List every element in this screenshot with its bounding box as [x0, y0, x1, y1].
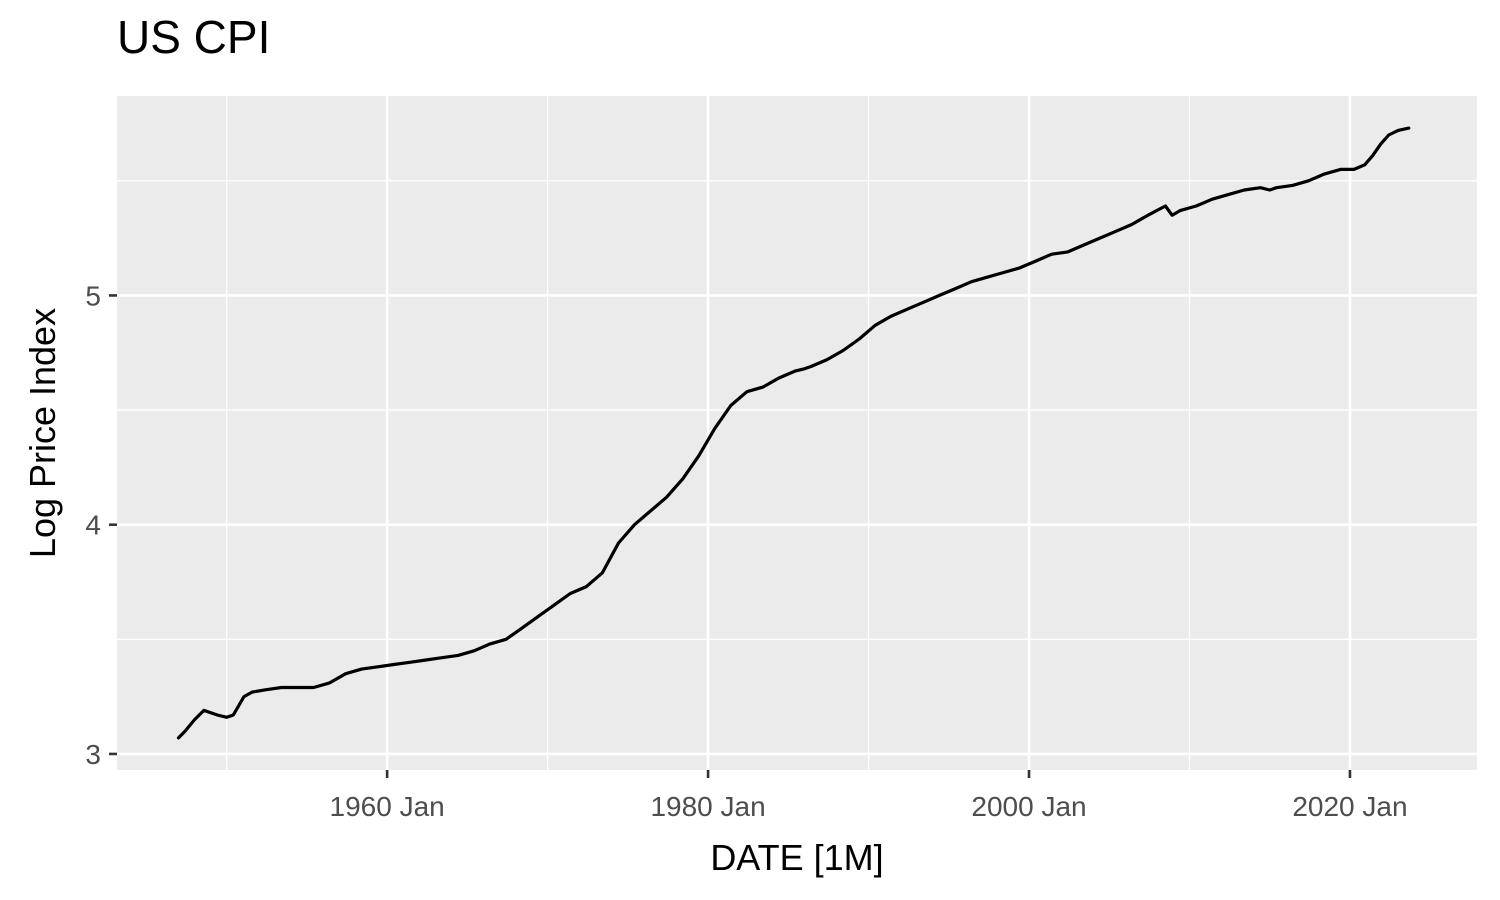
x-tick-label: 2000 Jan [971, 791, 1086, 822]
x-tick-label: 1960 Jan [330, 791, 445, 822]
y-axis-title: Log Price Index [22, 308, 63, 558]
x-axis: 1960 Jan 1980 Jan 2000 Jan 2020 Jan [330, 770, 1408, 822]
y-tick-label: 3 [85, 739, 101, 770]
y-tick-label: 4 [85, 510, 101, 541]
x-tick-label: 1980 Jan [650, 791, 765, 822]
cpi-series-line [176, 126, 1411, 740]
y-tick-label: 5 [85, 280, 101, 311]
major-grid [117, 96, 1477, 770]
y-axis: 3 4 5 [85, 280, 117, 770]
x-tick-label: 2020 Jan [1292, 791, 1407, 822]
plot-panel [117, 96, 1477, 770]
x-axis-title: DATE [1M] [710, 837, 883, 878]
chart-title: US CPI [117, 11, 271, 63]
